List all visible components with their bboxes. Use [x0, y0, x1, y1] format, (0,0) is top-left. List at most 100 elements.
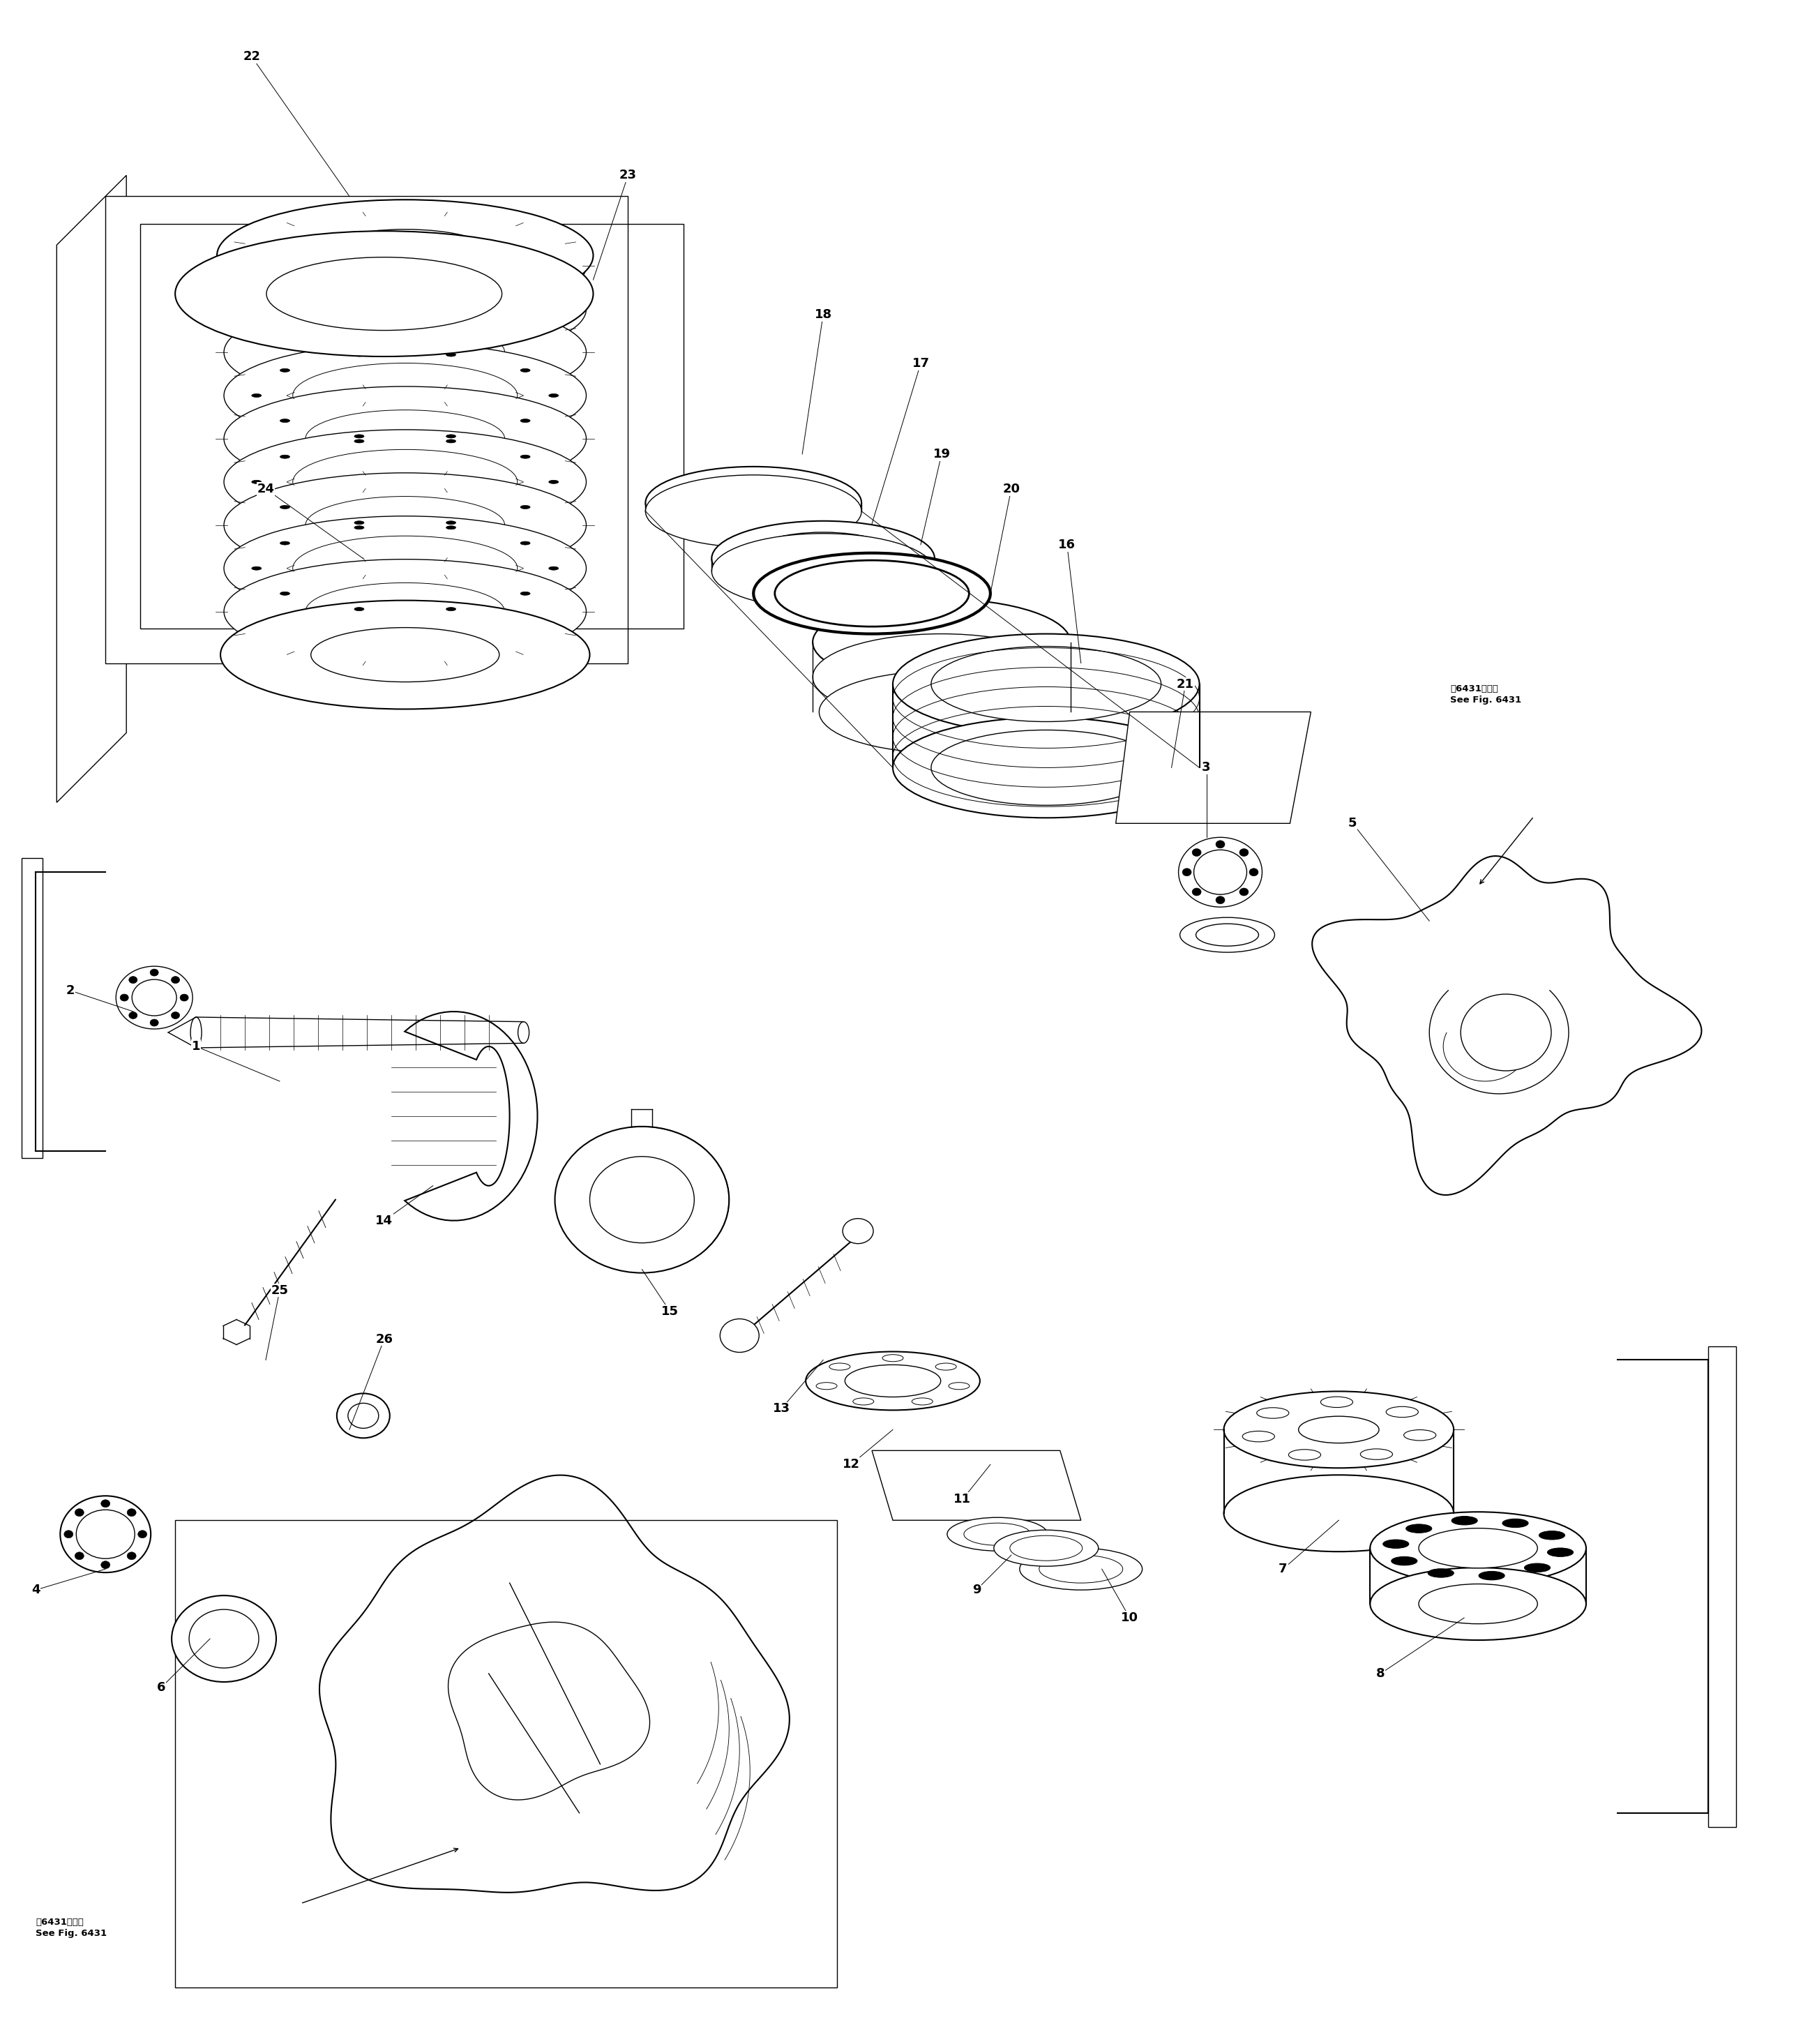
Ellipse shape	[549, 307, 558, 311]
Ellipse shape	[133, 979, 176, 1016]
Text: 10: 10	[1121, 1611, 1139, 1625]
Ellipse shape	[520, 282, 531, 286]
Ellipse shape	[1288, 1449, 1321, 1459]
Ellipse shape	[447, 354, 456, 356]
Ellipse shape	[280, 593, 289, 595]
Ellipse shape	[293, 450, 518, 515]
Ellipse shape	[138, 1531, 147, 1537]
Text: 15: 15	[661, 1304, 678, 1318]
Ellipse shape	[520, 368, 531, 372]
Ellipse shape	[447, 607, 456, 611]
Text: 25: 25	[271, 1284, 289, 1296]
Ellipse shape	[549, 480, 558, 484]
Ellipse shape	[189, 1609, 258, 1668]
Ellipse shape	[963, 1523, 1030, 1545]
Ellipse shape	[645, 466, 861, 540]
Ellipse shape	[1479, 1572, 1504, 1580]
Ellipse shape	[354, 439, 363, 444]
Ellipse shape	[305, 237, 505, 294]
Ellipse shape	[354, 435, 363, 437]
Ellipse shape	[1179, 918, 1276, 953]
Text: 13: 13	[772, 1402, 790, 1414]
Ellipse shape	[549, 394, 558, 397]
Ellipse shape	[253, 566, 262, 570]
Ellipse shape	[554, 1126, 729, 1273]
Text: 18: 18	[814, 309, 832, 321]
Ellipse shape	[354, 266, 363, 270]
Ellipse shape	[1524, 1564, 1550, 1572]
Ellipse shape	[812, 634, 1070, 719]
Ellipse shape	[311, 628, 500, 683]
Ellipse shape	[64, 1531, 73, 1537]
Ellipse shape	[267, 258, 501, 331]
Ellipse shape	[102, 1500, 111, 1506]
Ellipse shape	[280, 333, 289, 335]
Polygon shape	[1312, 856, 1701, 1196]
Ellipse shape	[129, 1012, 138, 1018]
Text: 第6431図参照
See Fig. 6431: 第6431図参照 See Fig. 6431	[36, 1917, 107, 1938]
Text: 11: 11	[954, 1492, 972, 1506]
Ellipse shape	[223, 472, 587, 576]
Bar	[1708, 1347, 1735, 1827]
Text: 23: 23	[620, 170, 636, 182]
Ellipse shape	[1392, 1558, 1417, 1566]
Ellipse shape	[223, 429, 587, 533]
Ellipse shape	[280, 456, 289, 458]
Ellipse shape	[947, 1517, 1048, 1551]
Ellipse shape	[1428, 1568, 1454, 1578]
Ellipse shape	[293, 364, 518, 427]
Ellipse shape	[712, 533, 934, 609]
Text: 7: 7	[1279, 1564, 1288, 1576]
Polygon shape	[320, 1476, 789, 1893]
Ellipse shape	[293, 276, 518, 341]
Text: 12: 12	[843, 1457, 859, 1472]
Ellipse shape	[1010, 1535, 1083, 1562]
Ellipse shape	[223, 300, 587, 405]
Text: 4: 4	[31, 1584, 40, 1596]
Ellipse shape	[223, 560, 587, 664]
Ellipse shape	[520, 593, 531, 595]
Ellipse shape	[1225, 1476, 1454, 1551]
Ellipse shape	[1225, 1392, 1454, 1468]
Ellipse shape	[127, 1508, 136, 1517]
Ellipse shape	[305, 411, 505, 468]
Ellipse shape	[447, 266, 456, 270]
Ellipse shape	[720, 1318, 760, 1353]
Ellipse shape	[171, 1012, 180, 1018]
Ellipse shape	[1216, 895, 1225, 903]
Text: 22: 22	[243, 51, 260, 63]
Ellipse shape	[936, 1363, 956, 1369]
Ellipse shape	[1179, 838, 1263, 908]
Ellipse shape	[892, 634, 1199, 734]
Ellipse shape	[74, 1508, 84, 1517]
Ellipse shape	[354, 347, 363, 352]
Ellipse shape	[745, 531, 901, 585]
Ellipse shape	[305, 497, 505, 554]
Ellipse shape	[1250, 869, 1259, 877]
Ellipse shape	[805, 1351, 979, 1410]
Ellipse shape	[843, 1218, 874, 1243]
Ellipse shape	[1405, 1431, 1435, 1441]
Ellipse shape	[1192, 848, 1201, 856]
Ellipse shape	[1370, 1513, 1586, 1584]
Text: 6: 6	[156, 1682, 165, 1694]
Text: 2: 2	[65, 985, 74, 997]
Ellipse shape	[336, 1394, 391, 1439]
Ellipse shape	[129, 977, 138, 983]
Ellipse shape	[812, 599, 1070, 685]
Ellipse shape	[774, 560, 968, 628]
Ellipse shape	[127, 1551, 136, 1560]
Ellipse shape	[1239, 848, 1248, 856]
Ellipse shape	[1406, 1525, 1432, 1533]
Text: 19: 19	[932, 448, 950, 460]
Ellipse shape	[116, 967, 193, 1028]
Ellipse shape	[191, 1018, 202, 1049]
Text: 17: 17	[912, 358, 930, 370]
Ellipse shape	[829, 1363, 850, 1369]
Ellipse shape	[220, 601, 591, 709]
Ellipse shape	[1539, 1531, 1564, 1539]
Ellipse shape	[216, 200, 592, 311]
Ellipse shape	[948, 1382, 970, 1390]
Ellipse shape	[520, 542, 531, 546]
Ellipse shape	[845, 1365, 941, 1396]
